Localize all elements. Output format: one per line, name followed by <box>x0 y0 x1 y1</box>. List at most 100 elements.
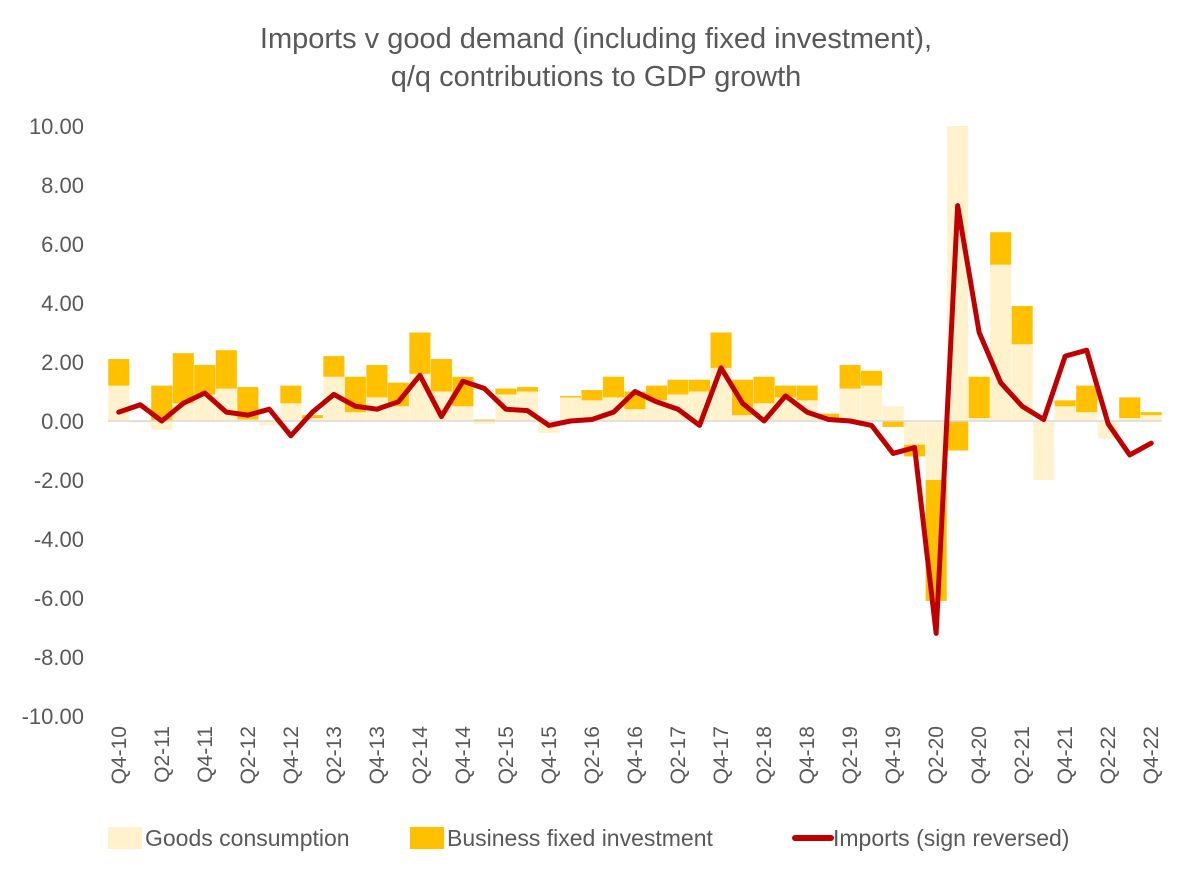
x-tick-label: Q2-17 <box>667 726 690 784</box>
x-tick-label: Q2-14 <box>409 726 432 785</box>
bar-business-fixed-investment-Q1-19 <box>818 413 840 420</box>
imports-point-Q4-19 <box>892 452 894 454</box>
imports-point-Q3-19 <box>871 424 873 426</box>
legend: Goods consumption Business fixed investme… <box>108 825 1069 851</box>
bar-goods-consumption-Q4-19 <box>882 406 904 421</box>
bar-business-fixed-investment-Q2-19 <box>839 364 861 389</box>
x-tick-label: Q4-22 <box>1140 726 1163 784</box>
legend-goods-consumption: Goods consumption <box>108 825 350 851</box>
imports-point-Q3-17 <box>699 424 701 426</box>
imports-point-Q3-18 <box>785 395 787 397</box>
bar-business-fixed-investment-Q4-18 <box>796 385 818 401</box>
bar-goods-consumption-Q1-22 <box>1076 412 1098 421</box>
bar-business-fixed-investment-Q4-17 <box>710 332 732 368</box>
bar-business-fixed-investment-Q2-16 <box>581 390 603 401</box>
bar-goods-consumption-Q4-14 <box>452 406 474 421</box>
x-tick-label: Q2-15 <box>495 726 518 784</box>
bar-business-fixed-investment-Q1-21 <box>990 232 1012 265</box>
legend-business-fixed-investment-label: Business fixed investment <box>447 825 714 851</box>
bar-business-fixed-investment-Q3-14 <box>430 359 452 392</box>
imports-point-Q2-20 <box>935 632 937 634</box>
bar-goods-consumption-Q3-21 <box>1033 421 1055 480</box>
imports-point-Q4-15 <box>548 424 550 426</box>
imports-point-Q3-20 <box>957 205 959 207</box>
bar-business-fixed-investment-Q4-13 <box>366 364 388 398</box>
bar-goods-consumption-Q1-13 <box>301 418 323 421</box>
imports-point-Q1-11 <box>139 404 141 406</box>
bar-goods-consumption-Q3-13 <box>344 412 366 421</box>
imports-point-Q4-10 <box>118 411 120 413</box>
bar-business-fixed-investment-Q3-19 <box>861 370 883 386</box>
bar-goods-consumption-Q1-21 <box>990 264 1012 421</box>
y-tick-label: -4.00 <box>34 527 84 552</box>
legend-business-fixed-investment-swatch <box>410 827 444 849</box>
x-tick-label: Q4-15 <box>538 726 561 784</box>
x-tick-label: Q4-21 <box>1054 726 1077 784</box>
bar-business-fixed-investment-Q4-10 <box>108 359 130 386</box>
bars-layer <box>108 126 1162 601</box>
bar-business-fixed-investment-Q3-18 <box>775 385 797 398</box>
bar-goods-consumption-Q4-16 <box>624 409 646 421</box>
imports-point-Q2-21 <box>1021 405 1023 407</box>
x-tick-label: Q4-16 <box>624 726 647 784</box>
bar-business-fixed-investment-Q2-13 <box>323 356 345 377</box>
chart-subtitle: q/q contributions to GDP growth <box>391 61 802 93</box>
y-tick-label: -2.00 <box>34 468 84 493</box>
imports-point-Q1-16 <box>569 420 571 422</box>
imports-point-Q4-20 <box>978 332 980 333</box>
x-tick-label: Q2-19 <box>839 726 862 784</box>
imports-point-Q3-21 <box>1043 419 1045 421</box>
imports-point-Q1-13 <box>311 411 313 413</box>
imports-point-Q4-21 <box>1064 355 1066 357</box>
bar-business-fixed-investment-Q2-21 <box>1011 305 1033 345</box>
x-tick-label: Q2-18 <box>753 726 776 784</box>
bar-business-fixed-investment-Q1-12 <box>215 350 237 389</box>
bar-goods-consumption-Q4-20 <box>968 418 990 421</box>
bar-goods-consumption-Q1-16 <box>559 397 582 421</box>
imports-point-Q4-17 <box>720 367 722 369</box>
imports-point-Q4-18 <box>806 411 808 413</box>
imports-point-Q2-12 <box>247 414 249 416</box>
bar-business-fixed-investment-Q2-11 <box>151 385 173 421</box>
x-tick-label: Q2-11 <box>151 726 174 783</box>
bar-business-fixed-investment-Q4-21 <box>1054 400 1076 407</box>
imports-point-Q3-22 <box>1129 454 1131 456</box>
bar-business-fixed-investment-Q3-17 <box>688 379 711 392</box>
bar-business-fixed-investment-Q2-15 <box>495 388 517 395</box>
legend-imports-label: Imports (sign reversed) <box>833 825 1069 851</box>
bar-business-fixed-investment-Q2-14 <box>409 332 431 374</box>
imports-point-Q1-14 <box>397 401 399 403</box>
bar-goods-consumption-Q1-15 <box>473 421 495 424</box>
y-tick-label: 0.00 <box>41 409 84 434</box>
y-tick-label: 10.00 <box>29 114 84 139</box>
bar-business-fixed-investment-Q4-22 <box>1140 412 1162 416</box>
bar-business-fixed-investment-Q3-22 <box>1119 397 1141 419</box>
x-tick-label: Q4-13 <box>366 726 389 784</box>
line-layer <box>116 203 1154 636</box>
bar-goods-consumption-Q2-13 <box>323 376 345 421</box>
x-tick-label: Q2-12 <box>237 726 260 784</box>
bar-goods-consumption-Q2-11 <box>151 421 173 430</box>
x-tick-label: Q4-20 <box>968 726 991 784</box>
imports-point-Q2-18 <box>763 420 765 422</box>
imports-point-Q2-15 <box>505 408 507 410</box>
x-tick-label: Q4-10 <box>108 726 131 784</box>
x-tick-label: Q4-11 <box>194 726 217 783</box>
bar-business-fixed-investment-Q1-16 <box>559 395 582 398</box>
bar-business-fixed-investment-Q4-20 <box>968 376 990 419</box>
y-tick-label: 8.00 <box>41 173 84 198</box>
bar-business-fixed-investment-Q1-14 <box>387 382 409 407</box>
bar-business-fixed-investment-Q2-18 <box>753 376 775 404</box>
bar-business-fixed-investment-Q1-13 <box>301 415 323 419</box>
imports-point-Q1-20 <box>914 447 916 449</box>
bar-business-fixed-investment-Q4-11 <box>194 364 216 395</box>
bar-goods-consumption-Q4-22 <box>1140 415 1162 421</box>
chart-title: Imports v good demand (including fixed i… <box>260 23 932 55</box>
x-tick-label: Q2-20 <box>925 726 948 784</box>
y-tick-label: -6.00 <box>34 586 84 611</box>
legend-imports: Imports (sign reversed) <box>792 825 1069 851</box>
bar-goods-consumption-Q1-14 <box>387 406 409 421</box>
bar-goods-consumption-Q3-14 <box>430 391 452 421</box>
bar-business-fixed-investment-Q3-11 <box>172 353 194 404</box>
